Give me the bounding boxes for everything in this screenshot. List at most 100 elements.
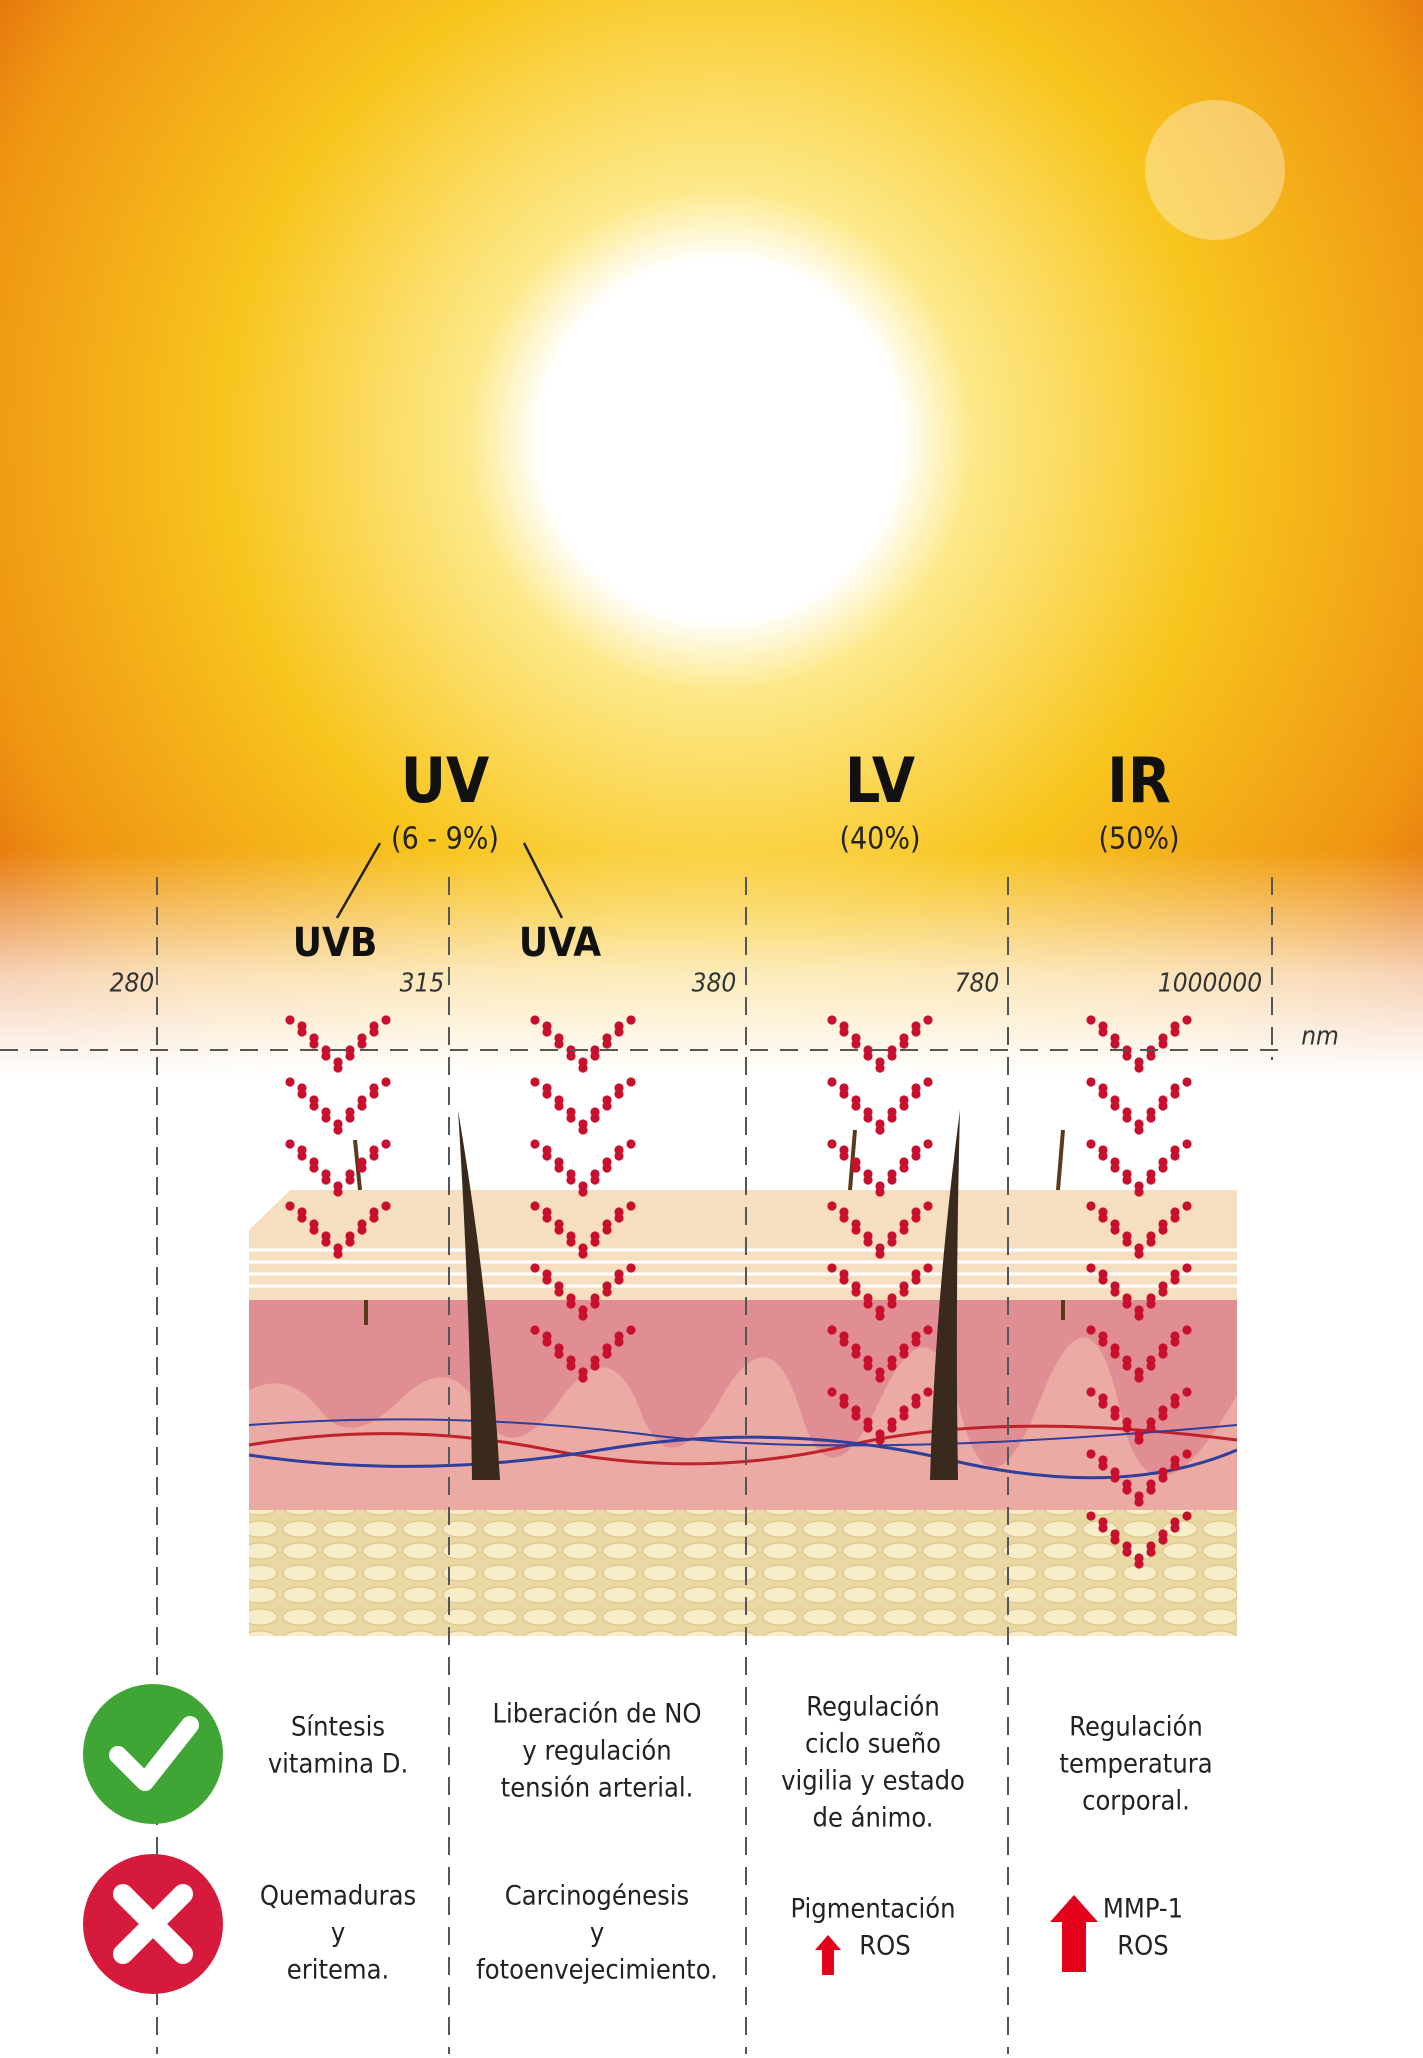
ray-dot: [827, 1139, 837, 1149]
ray-dot: [566, 1175, 576, 1185]
ray-dot: [626, 1015, 636, 1025]
ray-dot: [1134, 1497, 1144, 1507]
ray-dot: [1146, 1299, 1156, 1309]
ray-dot: [1170, 1275, 1180, 1285]
ray-dot: [1098, 1027, 1108, 1037]
ray-dot: [875, 1187, 885, 1197]
ray-dot: [1182, 1387, 1192, 1397]
ray-dot: [345, 1051, 355, 1061]
ray-dot: [285, 1015, 295, 1025]
benefit-text: Regulación: [1069, 1712, 1202, 1743]
ray-dot: [530, 1201, 540, 1211]
ray-dot: [1122, 1051, 1132, 1061]
ray-dot: [1110, 1411, 1120, 1421]
benefit-text: vitamina D.: [268, 1749, 408, 1780]
ray-dot: [1146, 1051, 1156, 1061]
ray-dot: [578, 1063, 588, 1073]
ray-dot: [839, 1275, 849, 1285]
ray-dot: [899, 1101, 909, 1111]
ray-dot: [602, 1039, 612, 1049]
ray-dot: [923, 1077, 933, 1087]
ray-dot: [1158, 1225, 1168, 1235]
harm-text: y: [590, 1918, 604, 1949]
guides: [0, 877, 1289, 2054]
ray-dot: [827, 1325, 837, 1335]
ray-dot: [1110, 1163, 1120, 1173]
benefit-text: Liberación de NO: [493, 1699, 702, 1730]
ray-dot: [542, 1089, 552, 1099]
ray-dot: [566, 1237, 576, 1247]
ray-dot: [851, 1101, 861, 1111]
ray-dot: [911, 1399, 921, 1409]
ray-dot: [542, 1151, 552, 1161]
ray-dot: [863, 1299, 873, 1309]
ray-dot: [566, 1361, 576, 1371]
ray-dot: [863, 1051, 873, 1061]
band-label: UV: [401, 744, 489, 817]
ray-dot: [345, 1237, 355, 1247]
ray-dot: [530, 1077, 540, 1087]
ray-dot: [911, 1337, 921, 1347]
ray-dot: [1170, 1027, 1180, 1037]
ray-dot: [851, 1349, 861, 1359]
ray-dot: [321, 1113, 331, 1123]
ray-dot: [345, 1113, 355, 1123]
ray-dot: [614, 1089, 624, 1099]
ray-dot: [851, 1411, 861, 1421]
ray-dot: [530, 1015, 540, 1025]
ray-dot: [602, 1349, 612, 1359]
ray-dot: [1086, 1015, 1096, 1025]
ray-dot: [887, 1299, 897, 1309]
ray-dot: [1086, 1449, 1096, 1459]
ray-dot: [1146, 1485, 1156, 1495]
ray-dot: [578, 1187, 588, 1197]
ray-dot: [530, 1139, 540, 1149]
ray-dot: [369, 1151, 379, 1161]
ray-dot: [1098, 1461, 1108, 1471]
ray-dot: [1170, 1213, 1180, 1223]
ray-dot: [1134, 1187, 1144, 1197]
ray-dot: [911, 1213, 921, 1223]
ray-dot: [590, 1175, 600, 1185]
ray-dot: [875, 1249, 885, 1259]
harm-text: y: [331, 1918, 345, 1949]
ray-dot: [911, 1151, 921, 1161]
band-label: LV: [845, 744, 915, 817]
ray-dot: [542, 1027, 552, 1037]
lens-flare: [1145, 100, 1285, 240]
ray-dot: [1098, 1213, 1108, 1223]
ray-dot: [542, 1337, 552, 1347]
ray-dot: [839, 1027, 849, 1037]
ray-dot: [309, 1225, 319, 1235]
ray-dot: [923, 1139, 933, 1149]
ray-dot: [369, 1213, 379, 1223]
harm-text: eritema.: [287, 1955, 389, 1986]
ray-dot: [297, 1151, 307, 1161]
ray-dot: [1146, 1175, 1156, 1185]
ray-dot: [827, 1015, 837, 1025]
ray-dot: [566, 1051, 576, 1061]
ray-dot: [578, 1311, 588, 1321]
ray-dot: [1086, 1325, 1096, 1335]
wavelength: 315: [400, 969, 445, 999]
ray-dot: [887, 1237, 897, 1247]
harm-text: Pigmentación: [790, 1894, 955, 1925]
ray-dot: [863, 1361, 873, 1371]
ray-dot: [899, 1287, 909, 1297]
ray-dot: [1182, 1077, 1192, 1087]
ray-dot: [321, 1237, 331, 1247]
ray-dot: [1158, 1349, 1168, 1359]
ray-dot: [578, 1373, 588, 1383]
ray-dot: [1146, 1237, 1156, 1247]
ray-dot: [827, 1387, 837, 1397]
ray-dot: [602, 1225, 612, 1235]
ray-dot: [554, 1039, 564, 1049]
wavelength: 1000000: [1158, 969, 1262, 999]
ray-dot: [590, 1237, 600, 1247]
ray-dot: [899, 1349, 909, 1359]
ray-dot: [1098, 1523, 1108, 1533]
unit: nm: [1301, 1022, 1339, 1052]
ray-dot: [602, 1101, 612, 1111]
ray-dot: [554, 1163, 564, 1173]
ray-dot: [875, 1125, 885, 1135]
